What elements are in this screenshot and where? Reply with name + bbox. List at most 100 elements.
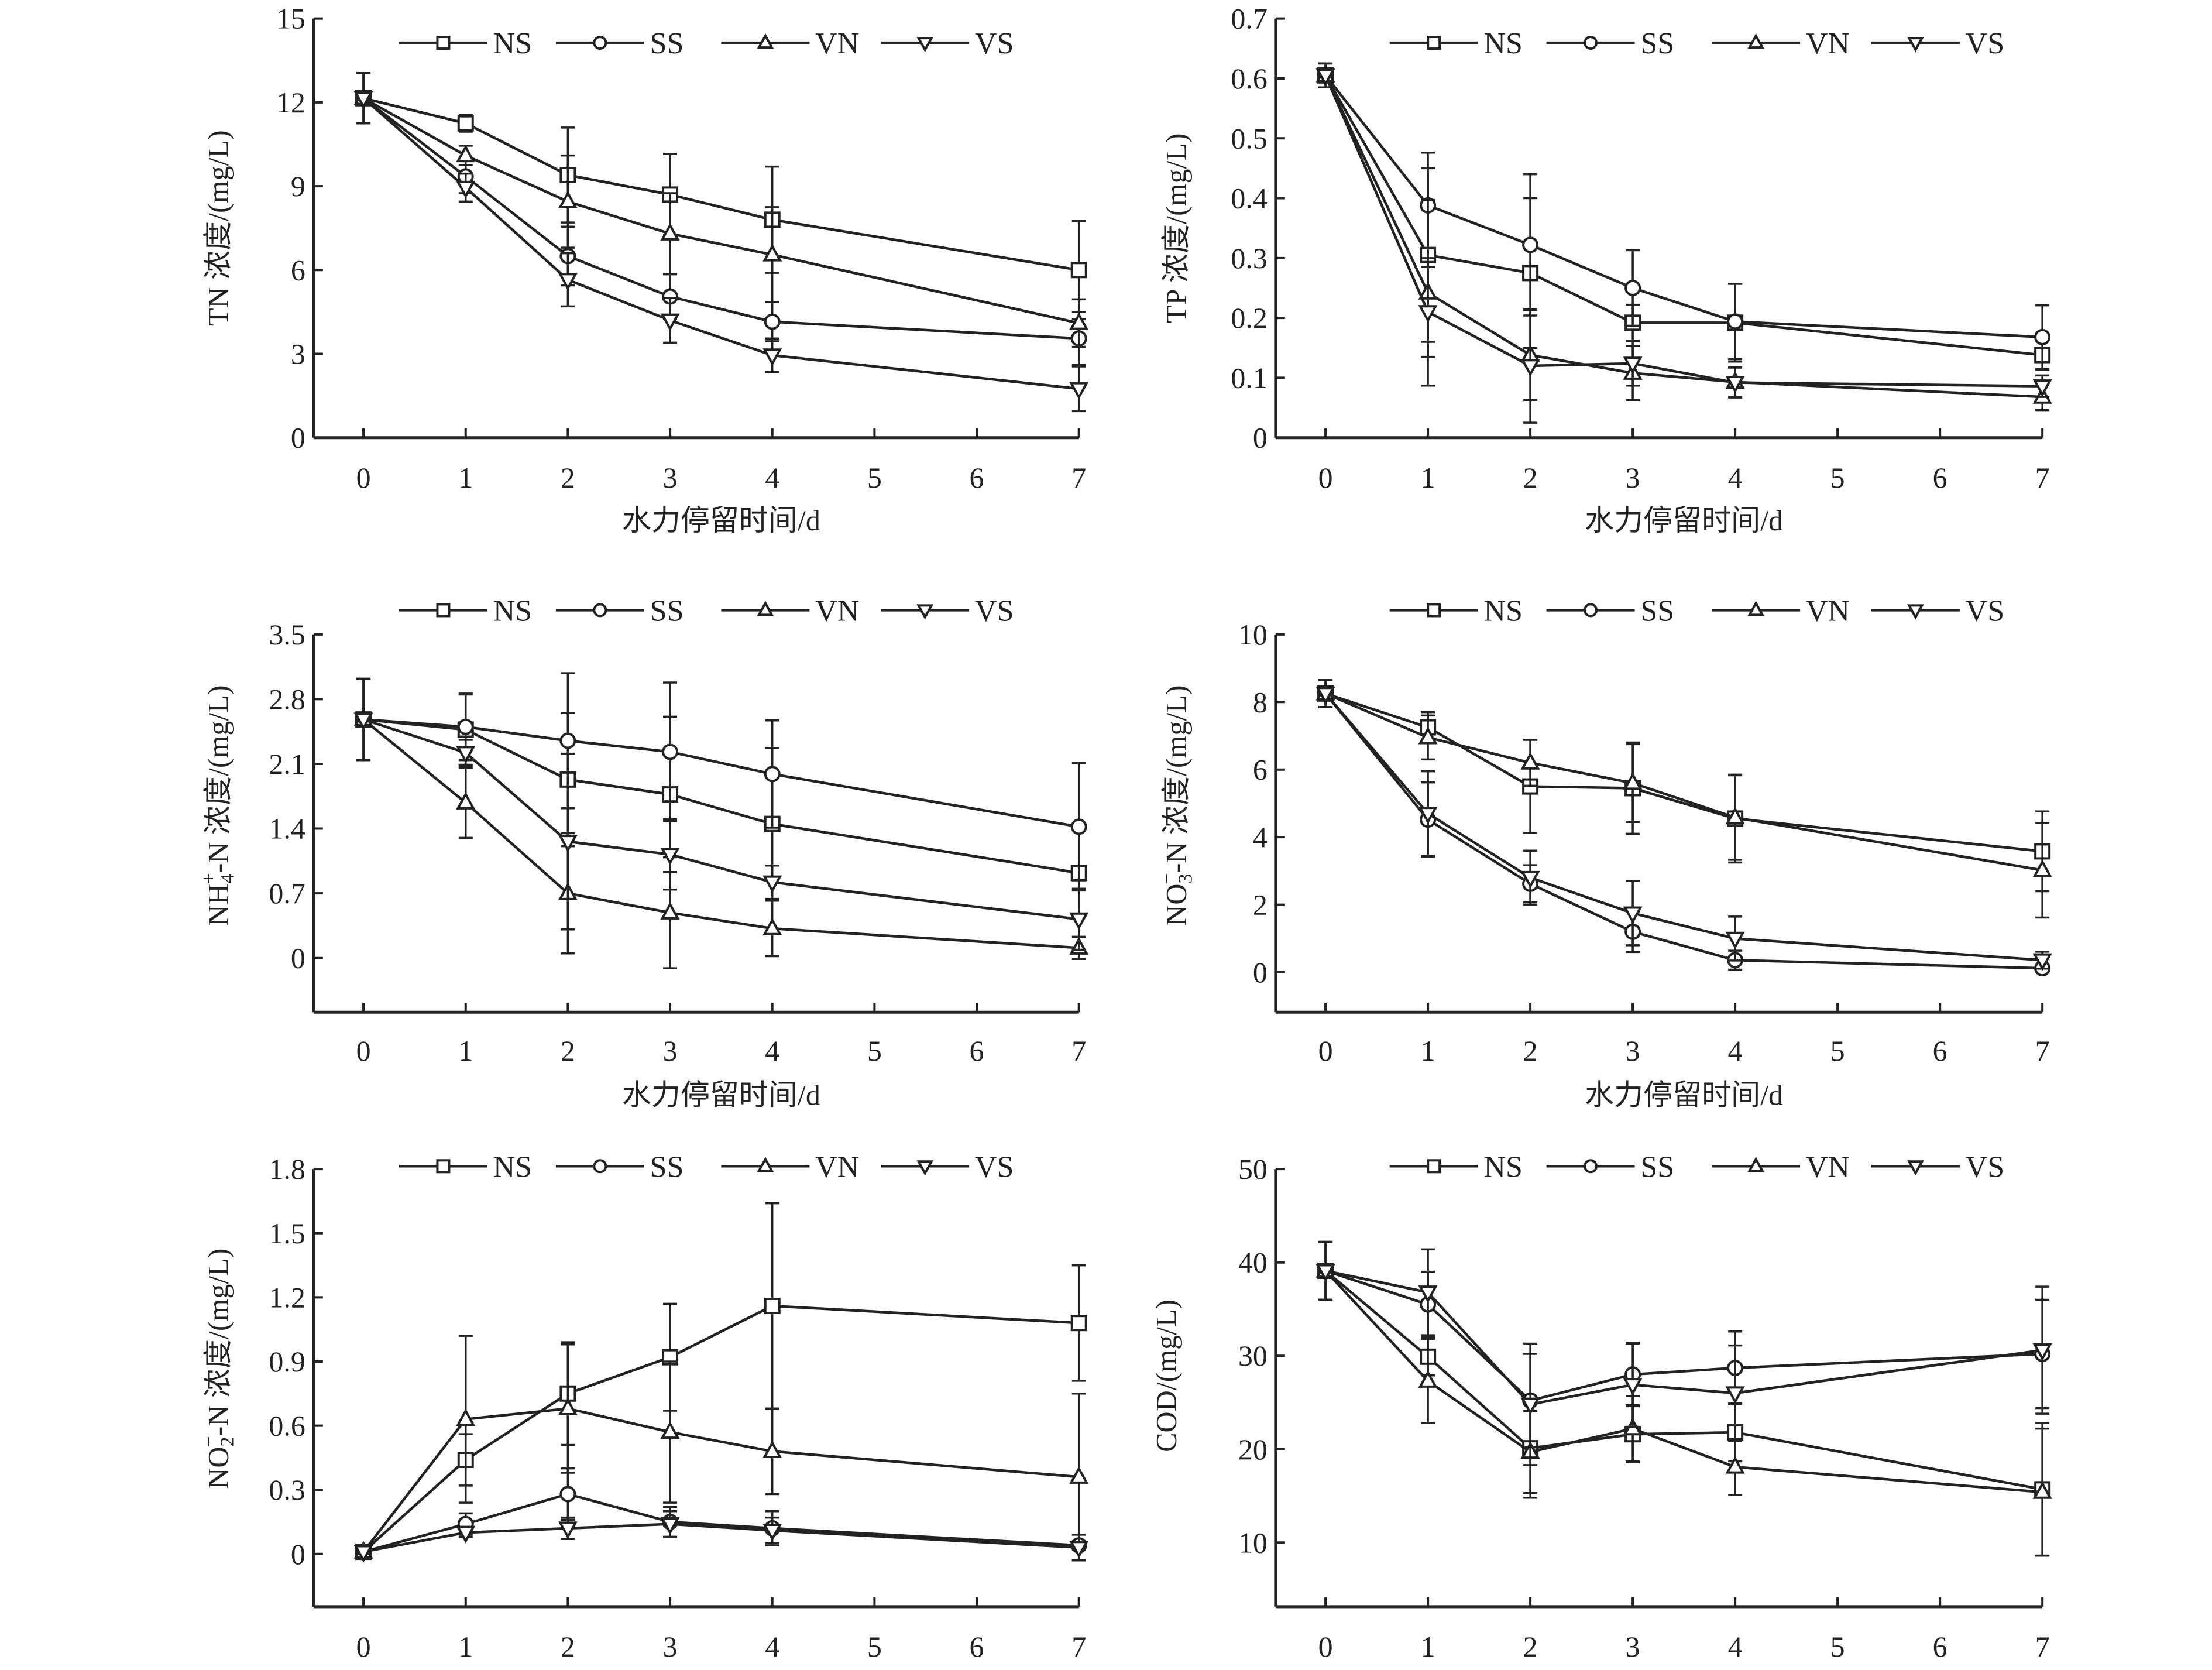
x-tick-label: 4	[1728, 461, 1743, 494]
legend-item-vn: VN	[1712, 27, 1850, 60]
legend-item-ss: SS	[1546, 1150, 1674, 1184]
legend-item-ns: NS	[399, 594, 532, 627]
legend-marker-triangle-down-icon	[916, 1160, 934, 1176]
y-tick-label: 0.6	[1231, 62, 1268, 95]
series-line	[363, 97, 1080, 272]
x-tick-label: 4	[1728, 1034, 1743, 1067]
legend: NS SS VN VS	[1389, 27, 2004, 60]
data-point	[559, 1486, 576, 1503]
y-axis-title: TP 浓度/(mg/L)	[1159, 133, 1192, 323]
series-line	[362, 97, 1080, 325]
y-tick-label: 0.2	[1231, 301, 1268, 334]
series-line	[1324, 74, 2043, 356]
x-tick-label: 3	[1626, 461, 1640, 494]
data-point	[662, 743, 679, 760]
data-point	[456, 1408, 476, 1426]
y-tick-label: 0.7	[1231, 2, 1268, 35]
y-tick-label: 0.4	[1231, 182, 1268, 215]
legend-item-ss: SS	[1546, 27, 1674, 60]
x-axis-title: 水力停留时间/d	[622, 504, 820, 537]
data-point	[762, 875, 782, 893]
data-point	[1520, 359, 1540, 377]
data-point	[1418, 1370, 1438, 1388]
legend-marker-triangle-up-icon	[757, 33, 774, 49]
series-line	[362, 1304, 1079, 1553]
legend-marker-triangle-down-icon	[1907, 37, 1924, 53]
y-tick-label: 0	[291, 421, 305, 454]
legend-item-vn: VN	[1712, 594, 1850, 627]
series-vs	[1315, 679, 2052, 971]
data-point	[1520, 870, 1540, 889]
data-point	[764, 766, 781, 783]
legend-label: NS	[493, 1150, 532, 1184]
y-tick-label: 10	[1238, 1526, 1268, 1559]
legend-label: SS	[650, 27, 684, 60]
legend-marker-triangle-down-icon	[916, 604, 934, 620]
legend-marker-square-icon	[436, 603, 451, 618]
legend-marker-triangle-up-icon	[757, 601, 774, 616]
legend-item-vs: VS	[1871, 1150, 2004, 1184]
legend-label: NS	[1483, 27, 1522, 60]
data-point	[353, 712, 373, 731]
y-tick-label: 0.7	[269, 877, 305, 910]
series-line	[362, 1407, 1079, 1553]
data-point	[456, 1525, 476, 1544]
legend-item-vs: VS	[881, 1150, 1014, 1184]
data-point	[1520, 1397, 1540, 1415]
data-point	[764, 1297, 781, 1314]
series-line	[1325, 692, 2043, 872]
legend-label: VN	[815, 27, 859, 60]
data-point	[1418, 807, 1438, 825]
series-vn	[1315, 62, 2052, 412]
legend-marker-triangle-up-icon	[757, 1157, 774, 1172]
legend-marker-triangle-down-icon	[1907, 604, 1924, 620]
legend-marker-square-icon	[436, 1159, 451, 1174]
series-line	[1325, 1269, 2043, 1402]
data-point	[1069, 312, 1089, 330]
data-point	[353, 91, 373, 109]
x-tick-label: 3	[663, 461, 678, 494]
series-vs	[353, 677, 1089, 951]
data-point	[456, 145, 476, 163]
legend-marker-square-icon	[1427, 1159, 1441, 1174]
data-point	[457, 115, 474, 132]
legend-label: VN	[815, 1150, 859, 1184]
data-point	[558, 273, 578, 291]
legend-marker-circle-icon	[1584, 603, 1598, 618]
series-vs	[353, 1510, 1089, 1563]
series-line	[362, 718, 1079, 949]
x-tick-label: 6	[970, 461, 984, 494]
data-point	[2032, 379, 2052, 397]
legend-marker-circle-icon	[593, 36, 607, 50]
series-line	[1324, 1270, 2043, 1494]
legend-marker-square-icon	[436, 36, 451, 50]
y-tick-label: 0	[291, 1538, 305, 1570]
x-tick-label: 0	[1318, 461, 1333, 494]
series-vs	[353, 71, 1089, 413]
y-tick-label: 2	[1253, 889, 1268, 921]
legend-item-ss: SS	[555, 594, 683, 627]
data-point	[1727, 313, 1744, 330]
x-tick-label: 5	[1830, 461, 1845, 494]
series-line	[363, 718, 1079, 921]
y-tick-label: 0.3	[269, 1473, 305, 1506]
data-point	[660, 1517, 680, 1535]
x-tick-label: 7	[1071, 461, 1086, 494]
legend-marker-triangle-down-icon	[916, 37, 934, 53]
x-tick-label: 6	[1933, 1630, 1947, 1663]
y-tick-label: 0.5	[1231, 122, 1268, 155]
series-line	[1324, 74, 2043, 388]
x-tick-label: 1	[1421, 1034, 1435, 1067]
y-axis-title: NO2−-N 浓度/(mg/L)	[198, 1249, 239, 1489]
data-point	[1623, 906, 1643, 924]
chart-no2: 00.30.60.91.21.51.801234567水力停留时间/dNO2−-…	[198, 1150, 1089, 1663]
legend-label: VN	[815, 594, 859, 627]
data-point	[1070, 1315, 1087, 1332]
chart-tp: 0 0.1 0.2 0.3 0.4 0.5 0.6 0.7 0 1 2 3 4 5 6 7 水力停留时间/d TP…	[1159, 2, 2052, 537]
data-point	[1315, 1264, 1335, 1282]
series-line	[362, 97, 1079, 390]
x-tick-label: 0	[356, 461, 371, 494]
legend-item-vn: VN	[1712, 1150, 1850, 1184]
x-tick-label: 5	[867, 461, 882, 494]
